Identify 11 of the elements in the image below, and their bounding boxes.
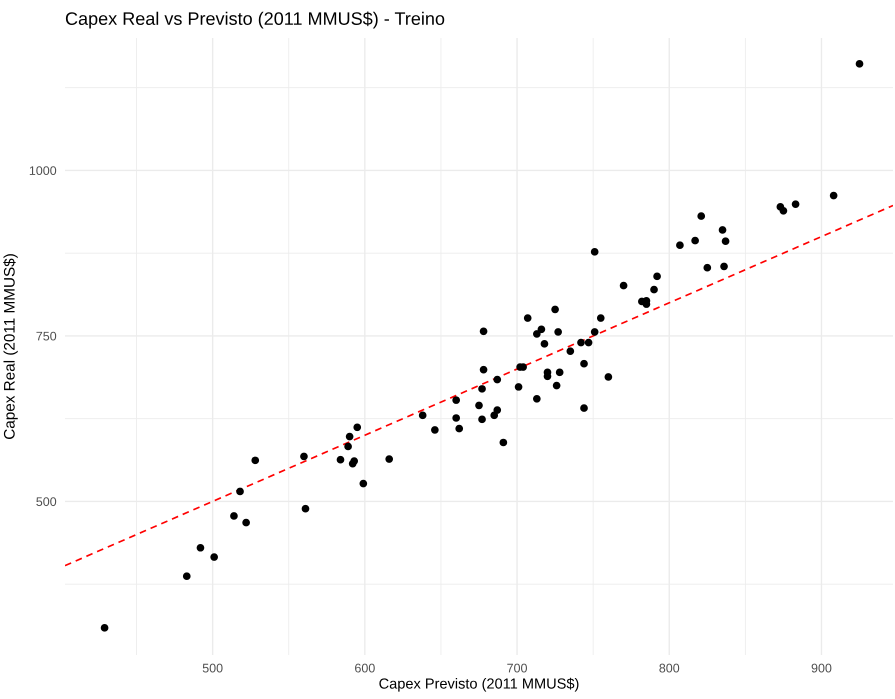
x-tick-label: 500 bbox=[202, 664, 223, 673]
chart-title: Capex Real vs Previsto (2011 MMUS$) - Treino bbox=[66, 11, 444, 29]
x-tick-label: 600 bbox=[355, 664, 375, 673]
x-tick-label: 800 bbox=[659, 664, 680, 673]
y-axis-title: Capex Real (2011 MMUS$) bbox=[3, 254, 18, 439]
x-tick-label: 900 bbox=[812, 664, 832, 673]
x-axis-title: Capex Previsto (2011 MMUS$) bbox=[379, 678, 578, 692]
x-tick-label: 700 bbox=[507, 664, 527, 673]
y-tick-label: 500 bbox=[36, 497, 56, 506]
y-tick-label: 1000 bbox=[30, 166, 56, 176]
y-tick-label: 750 bbox=[36, 332, 56, 341]
